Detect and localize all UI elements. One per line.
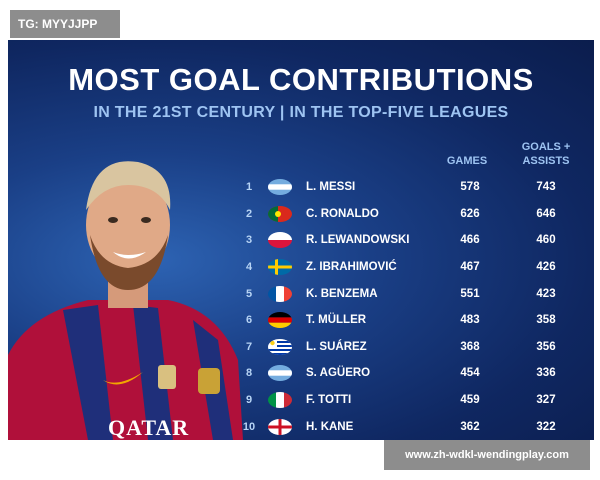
- argentina-flag-icon: [268, 179, 292, 196]
- rank: 2: [245, 207, 253, 220]
- column-header-games: GAMES: [446, 155, 488, 167]
- table-row: 4 Z. IBRAHIMOVIĆ 467 426: [230, 254, 594, 281]
- player-name: S. AGÜERO: [306, 367, 371, 380]
- england-flag-icon: [268, 418, 292, 435]
- games-value: 551: [460, 287, 480, 300]
- player-name: K. BENZEMA: [306, 287, 378, 300]
- infographic-subtitle: IN THE 21ST CENTURY | IN THE TOP-FIVE LE…: [93, 104, 509, 121]
- games-value: 368: [460, 340, 480, 353]
- rank: 7: [245, 340, 253, 353]
- table-row: 5 K. BENZEMA 551 423: [230, 280, 594, 307]
- goals-assists-value: 646: [536, 207, 556, 220]
- rank: 5: [245, 287, 253, 300]
- poland-flag-icon: [268, 232, 292, 249]
- table-row: 1 L. MESSI 578 743: [230, 174, 594, 201]
- games-value: 578: [460, 181, 480, 194]
- games-value: 362: [460, 420, 480, 433]
- table-row: 3 R. LEWANDOWSKI 466 460: [230, 227, 594, 254]
- rank: 4: [245, 261, 253, 274]
- table-row: 7 L. SUÁREZ 368 356: [230, 334, 594, 361]
- column-header-goals-assists: GOALS + ASSISTS: [521, 141, 571, 167]
- rank: 6: [245, 314, 253, 327]
- goals-assists-value: 322: [536, 420, 556, 433]
- goals-assists-value: 358: [536, 314, 556, 327]
- rank: 8: [245, 367, 253, 380]
- games-value: 626: [460, 207, 480, 220]
- rank: 9: [245, 394, 253, 407]
- rank: 10: [242, 420, 256, 433]
- goals-assists-value: 426: [536, 261, 556, 274]
- games-value: 454: [460, 367, 480, 380]
- uruguay-flag-icon: [268, 338, 292, 355]
- rank: 3: [245, 234, 253, 247]
- infographic-title: MOST GOAL CONTRIBUTIONS: [68, 62, 534, 97]
- italy-flag-icon: [268, 392, 292, 409]
- rank: 1: [245, 181, 253, 194]
- goals-assists-value: 336: [536, 367, 556, 380]
- player-name: H. KANE: [306, 420, 354, 433]
- player-name: L. SUÁREZ: [306, 340, 367, 353]
- games-value: 459: [460, 394, 480, 407]
- rankings-table: 1 L. MESSI 578 743 2 C. RONALDO 626 646 …: [230, 174, 594, 440]
- player-name: R. LEWANDOWSKI: [306, 234, 410, 247]
- player-name: C. RONALDO: [306, 207, 379, 220]
- jersey-text: QATAR: [108, 415, 190, 440]
- table-row: 8 S. AGÜERO 454 336: [230, 360, 594, 387]
- goals-assists-value: 460: [536, 234, 556, 247]
- player-name: Z. IBRAHIMOVIĆ: [306, 261, 397, 274]
- player-name: L. MESSI: [306, 181, 356, 194]
- player-name: T. MÜLLER: [306, 314, 367, 327]
- goals-assists-value: 423: [536, 287, 556, 300]
- france-flag-icon: [268, 285, 292, 302]
- germany-flag-icon: [268, 312, 292, 329]
- player-name: F. TOTTI: [306, 394, 352, 407]
- portugal-flag-icon: [268, 205, 292, 222]
- table-row: 10 H. KANE 362 322: [230, 413, 594, 440]
- goals-assists-value: 327: [536, 394, 556, 407]
- table-row: 6 T. MÜLLER 483 358: [230, 307, 594, 334]
- table-row: 9 F. TOTTI 459 327: [230, 387, 594, 414]
- goals-assists-value: 743: [536, 181, 556, 194]
- player-photo: QATAR: [8, 140, 248, 440]
- games-value: 483: [460, 314, 480, 327]
- goals-assists-value: 356: [536, 340, 556, 353]
- watermark-top: TG: MYYJJPP: [10, 10, 120, 38]
- games-value: 467: [460, 261, 480, 274]
- sweden-flag-icon: [268, 259, 292, 276]
- infographic: MOST GOAL CONTRIBUTIONS IN THE 21ST CENT…: [8, 40, 594, 440]
- argentina-flag-icon: [268, 365, 292, 382]
- watermark-bottom: www.zh-wdkl-wendingplay.com: [384, 440, 590, 470]
- games-value: 466: [460, 234, 480, 247]
- table-row: 2 C. RONALDO 626 646: [230, 201, 594, 228]
